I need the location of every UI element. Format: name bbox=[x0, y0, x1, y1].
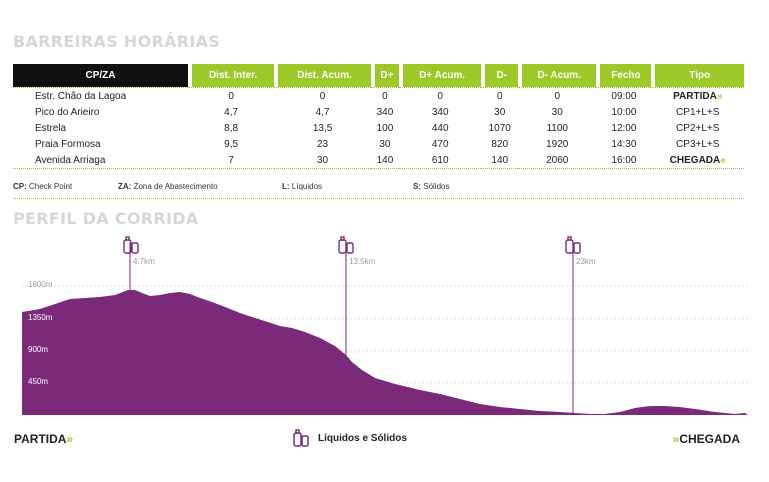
table-cell: 1100 bbox=[546, 122, 568, 134]
table-cell: 610 bbox=[398, 152, 482, 169]
table-cell: 0 bbox=[188, 87, 275, 104]
elevation-area bbox=[22, 290, 748, 415]
table-cell: 13,5 bbox=[312, 122, 333, 134]
column-header-dist-acum: Dist. Acum. bbox=[274, 64, 371, 87]
footer-start-arrow-icon: » bbox=[66, 432, 74, 446]
column-header-fecho: Fecho bbox=[596, 64, 652, 87]
section-title-schedule: BARREIRAS HORÁRIAS bbox=[13, 32, 221, 51]
table-cell: Estr. Chão da Lagoa bbox=[13, 87, 188, 104]
table-cell: 340 bbox=[431, 106, 449, 118]
footer-start-label: PARTIDA bbox=[14, 432, 67, 446]
table-cell: 12:00 bbox=[611, 122, 637, 134]
table-cell: 0 bbox=[481, 87, 519, 104]
elevation-profile-chart: 1800m 1350m 900m 450m 4.7km 13.5km 23km bbox=[22, 236, 750, 415]
table-cell: 0 bbox=[518, 87, 597, 104]
table-cell: 9,5 bbox=[224, 138, 239, 150]
marker-label-2: 13.5km bbox=[349, 257, 376, 266]
table-cell: 100 bbox=[376, 122, 394, 134]
table-cell: 2060 bbox=[518, 152, 597, 169]
table-cell: 1920 bbox=[546, 138, 569, 150]
legend-za: ZA: Zona de Abastecimento bbox=[118, 182, 218, 191]
table-cell: 09:00 bbox=[596, 87, 652, 104]
table-row: Estr. Chão da Lagoa 0 0 0 0 0 0 09:00 PA… bbox=[13, 87, 744, 104]
marker-label-3: 23km bbox=[576, 257, 596, 266]
legend-l: L: Líquidos bbox=[282, 182, 323, 191]
table-cell: 30 bbox=[379, 138, 391, 150]
column-header-d-minus-acum: D- Acum. bbox=[518, 64, 597, 87]
column-header-d-minus: D- bbox=[481, 64, 519, 87]
table-cell: 16:00 bbox=[596, 152, 652, 169]
table-header-row: CP/ZA Dist. Inter. Dist. Acum. D+ D+ Acu… bbox=[13, 64, 744, 87]
table-cell: Pico do Arieiro bbox=[35, 106, 100, 118]
y-label-450: 450m bbox=[28, 377, 48, 386]
table-cell: 10:00 bbox=[611, 106, 637, 118]
legend-s: S: Sólidos bbox=[413, 182, 450, 191]
footer-finish-label: CHEGADA bbox=[679, 432, 740, 446]
footer-start: PARTIDA» bbox=[14, 432, 73, 446]
bottle-icon bbox=[565, 236, 581, 254]
column-header-tipo: Tipo bbox=[651, 64, 744, 87]
table-cell: 140 bbox=[481, 152, 519, 169]
section-title-profile: PERFIL DA CORRIDA bbox=[13, 209, 199, 228]
start-arrow-icon: » bbox=[716, 90, 723, 102]
table-cell: 340 bbox=[376, 106, 394, 118]
table-cell: 14:30 bbox=[611, 138, 637, 150]
column-header-d-plus-acum: D+ Acum. bbox=[398, 64, 482, 87]
y-axis-labels: 1800m 1350m 900m 450m bbox=[28, 280, 53, 386]
table-cell: 440 bbox=[431, 122, 449, 134]
table-cell-start: PARTIDA» bbox=[651, 87, 744, 104]
y-label-900: 900m bbox=[28, 345, 48, 354]
footer-legend: Líquidos e Sólidos bbox=[292, 428, 407, 448]
table-row: Praia Formosa 9,5 23 30 470 820 1920 14:… bbox=[13, 136, 744, 152]
footer-finish: »CHEGADA bbox=[673, 432, 740, 446]
y-label-1350: 1350m bbox=[28, 313, 53, 322]
table-cell: Estrela bbox=[35, 122, 67, 134]
table-cell: 23 bbox=[317, 138, 329, 150]
legend-cp: CP: Check Point bbox=[13, 182, 73, 191]
column-header-d-plus: D+ bbox=[370, 64, 399, 87]
bottle-icon bbox=[293, 429, 309, 447]
footer-legend-label: Líquidos e Sólidos bbox=[318, 432, 407, 444]
table-cell: 7 bbox=[188, 152, 275, 169]
table-cell: Praia Formosa bbox=[35, 138, 101, 150]
table-cell: 0 bbox=[398, 87, 482, 104]
table-cell: 30 bbox=[551, 106, 563, 118]
table-cell: 0 bbox=[274, 87, 371, 104]
finish-arrow-icon: « bbox=[720, 154, 726, 166]
y-label-1800: 1800m bbox=[28, 280, 53, 289]
table-cell: 140 bbox=[370, 152, 399, 169]
finish-label: CHEGADA bbox=[669, 154, 721, 166]
table-cell: 0 bbox=[370, 87, 399, 104]
start-label: PARTIDA bbox=[673, 90, 717, 102]
checkpoint-table: CP/ZA Dist. Inter. Dist. Acum. D+ D+ Acu… bbox=[13, 64, 744, 169]
table-cell: 30 bbox=[494, 106, 506, 118]
table-cell: 8,8 bbox=[224, 122, 239, 134]
checkpoint-markers: 4.7km 13.5km 23km bbox=[123, 236, 596, 413]
table-cell: CP1+L+S bbox=[676, 106, 720, 118]
divider bbox=[13, 198, 744, 199]
table-row: Pico do Arieiro 4,7 4,7 340 340 30 30 10… bbox=[13, 104, 744, 120]
table-cell: 4,7 bbox=[224, 106, 239, 118]
table-cell: CP3+L+S bbox=[676, 138, 720, 150]
table-cell: 4,7 bbox=[315, 106, 330, 118]
bottle-icon bbox=[338, 236, 354, 254]
footer-finish-arrow-icon: » bbox=[672, 432, 680, 446]
bottle-icon bbox=[123, 236, 139, 254]
column-header-dist-inter: Dist. Inter. bbox=[188, 64, 275, 87]
column-header-cpza: CP/ZA bbox=[13, 64, 188, 87]
table-cell-finish: CHEGADA« bbox=[651, 152, 744, 169]
marker-label-1: 4.7km bbox=[133, 257, 155, 266]
table-cell: 820 bbox=[491, 138, 509, 150]
table-cell: 30 bbox=[274, 152, 371, 169]
table-row: Estrela 8,8 13,5 100 440 1070 1100 12:00… bbox=[13, 120, 744, 136]
table-row: Avenida Arriaga 7 30 140 610 140 2060 16… bbox=[13, 152, 744, 169]
table-cell: 470 bbox=[431, 138, 449, 150]
table-cell: CP2+L+S bbox=[676, 122, 720, 134]
table-cell: 1070 bbox=[488, 122, 511, 134]
table-cell: Avenida Arriaga bbox=[13, 152, 188, 169]
